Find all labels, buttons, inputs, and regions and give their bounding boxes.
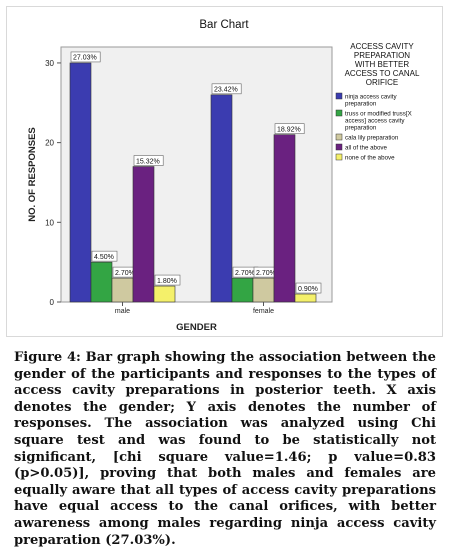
x-axis-label: GENDER	[176, 322, 217, 333]
data-label-box	[133, 155, 164, 166]
bar-female-series-4	[273, 134, 296, 303]
chart-title: Bar Chart	[199, 19, 249, 31]
data-label: 2.70%	[235, 270, 255, 277]
legend-label-3: cala lily preparation	[345, 135, 399, 142]
bar-female-series-3	[252, 277, 275, 303]
bar-male-series-5	[153, 285, 176, 303]
x-tick-label: male	[115, 308, 130, 315]
x-tick-label: female	[253, 308, 274, 315]
data-label-box	[274, 123, 305, 134]
legend-label-1: ninja access cavity preparation	[345, 94, 397, 108]
legend-label-4: all of the above	[345, 145, 388, 152]
bar-female-series-5	[294, 293, 317, 303]
bar-female-series-2	[231, 277, 254, 303]
figure-caption: Figure 4: Bar graph showing the associat…	[14, 350, 436, 548]
data-label: 27.03%	[73, 55, 97, 62]
bar-male-series-3	[111, 277, 134, 303]
data-label-box	[70, 51, 101, 63]
data-label: 4.50%	[94, 254, 114, 261]
data-label-box	[154, 274, 181, 286]
bar-female-series-1	[210, 94, 233, 303]
data-label: 1.80%	[157, 278, 177, 285]
y-axis-label: NO. OF RESPONSES	[27, 127, 38, 222]
y-tick-label: 20	[45, 139, 54, 148]
legend-label-5: none of the above	[345, 155, 395, 162]
data-label-box	[91, 250, 118, 262]
legend-title: ACCESS CAVITY PREPARATION WITH BETTER ACCES…	[345, 42, 420, 87]
data-label-box	[211, 83, 242, 95]
data-label: 2.70%	[256, 270, 276, 277]
legend-swatch-5	[335, 153, 343, 161]
data-label: 23.42%	[214, 87, 238, 94]
bar-male-series-4	[132, 166, 155, 303]
bar-male-series-2	[90, 261, 113, 303]
y-tick-label: 30	[45, 59, 54, 68]
legend-swatch-2	[335, 109, 343, 117]
y-tick-label: 0	[50, 298, 55, 307]
legend-label-2: truss or modified truss[X access] access …	[345, 111, 412, 132]
bar-male-series-1	[69, 62, 92, 303]
bar-chart: Bar Chart 0 10 20 30 NO. OF RESPONSES 27.03% 4.…	[27, 19, 420, 333]
y-tick-label: 10	[45, 218, 54, 227]
legend-swatch-3	[335, 133, 343, 141]
data-label: 15.32%	[136, 158, 160, 165]
data-label: 2.70%	[115, 270, 135, 277]
data-label: 0.90%	[298, 286, 318, 293]
chart-panel: Bar Chart 0 10 20 30 NO. OF RESPONSES 27.03% 4.…	[6, 6, 443, 337]
data-label: 18.92%	[277, 126, 301, 133]
legend-swatch-4	[335, 143, 343, 151]
data-label-box	[295, 282, 322, 294]
legend-swatch-1	[335, 92, 343, 100]
